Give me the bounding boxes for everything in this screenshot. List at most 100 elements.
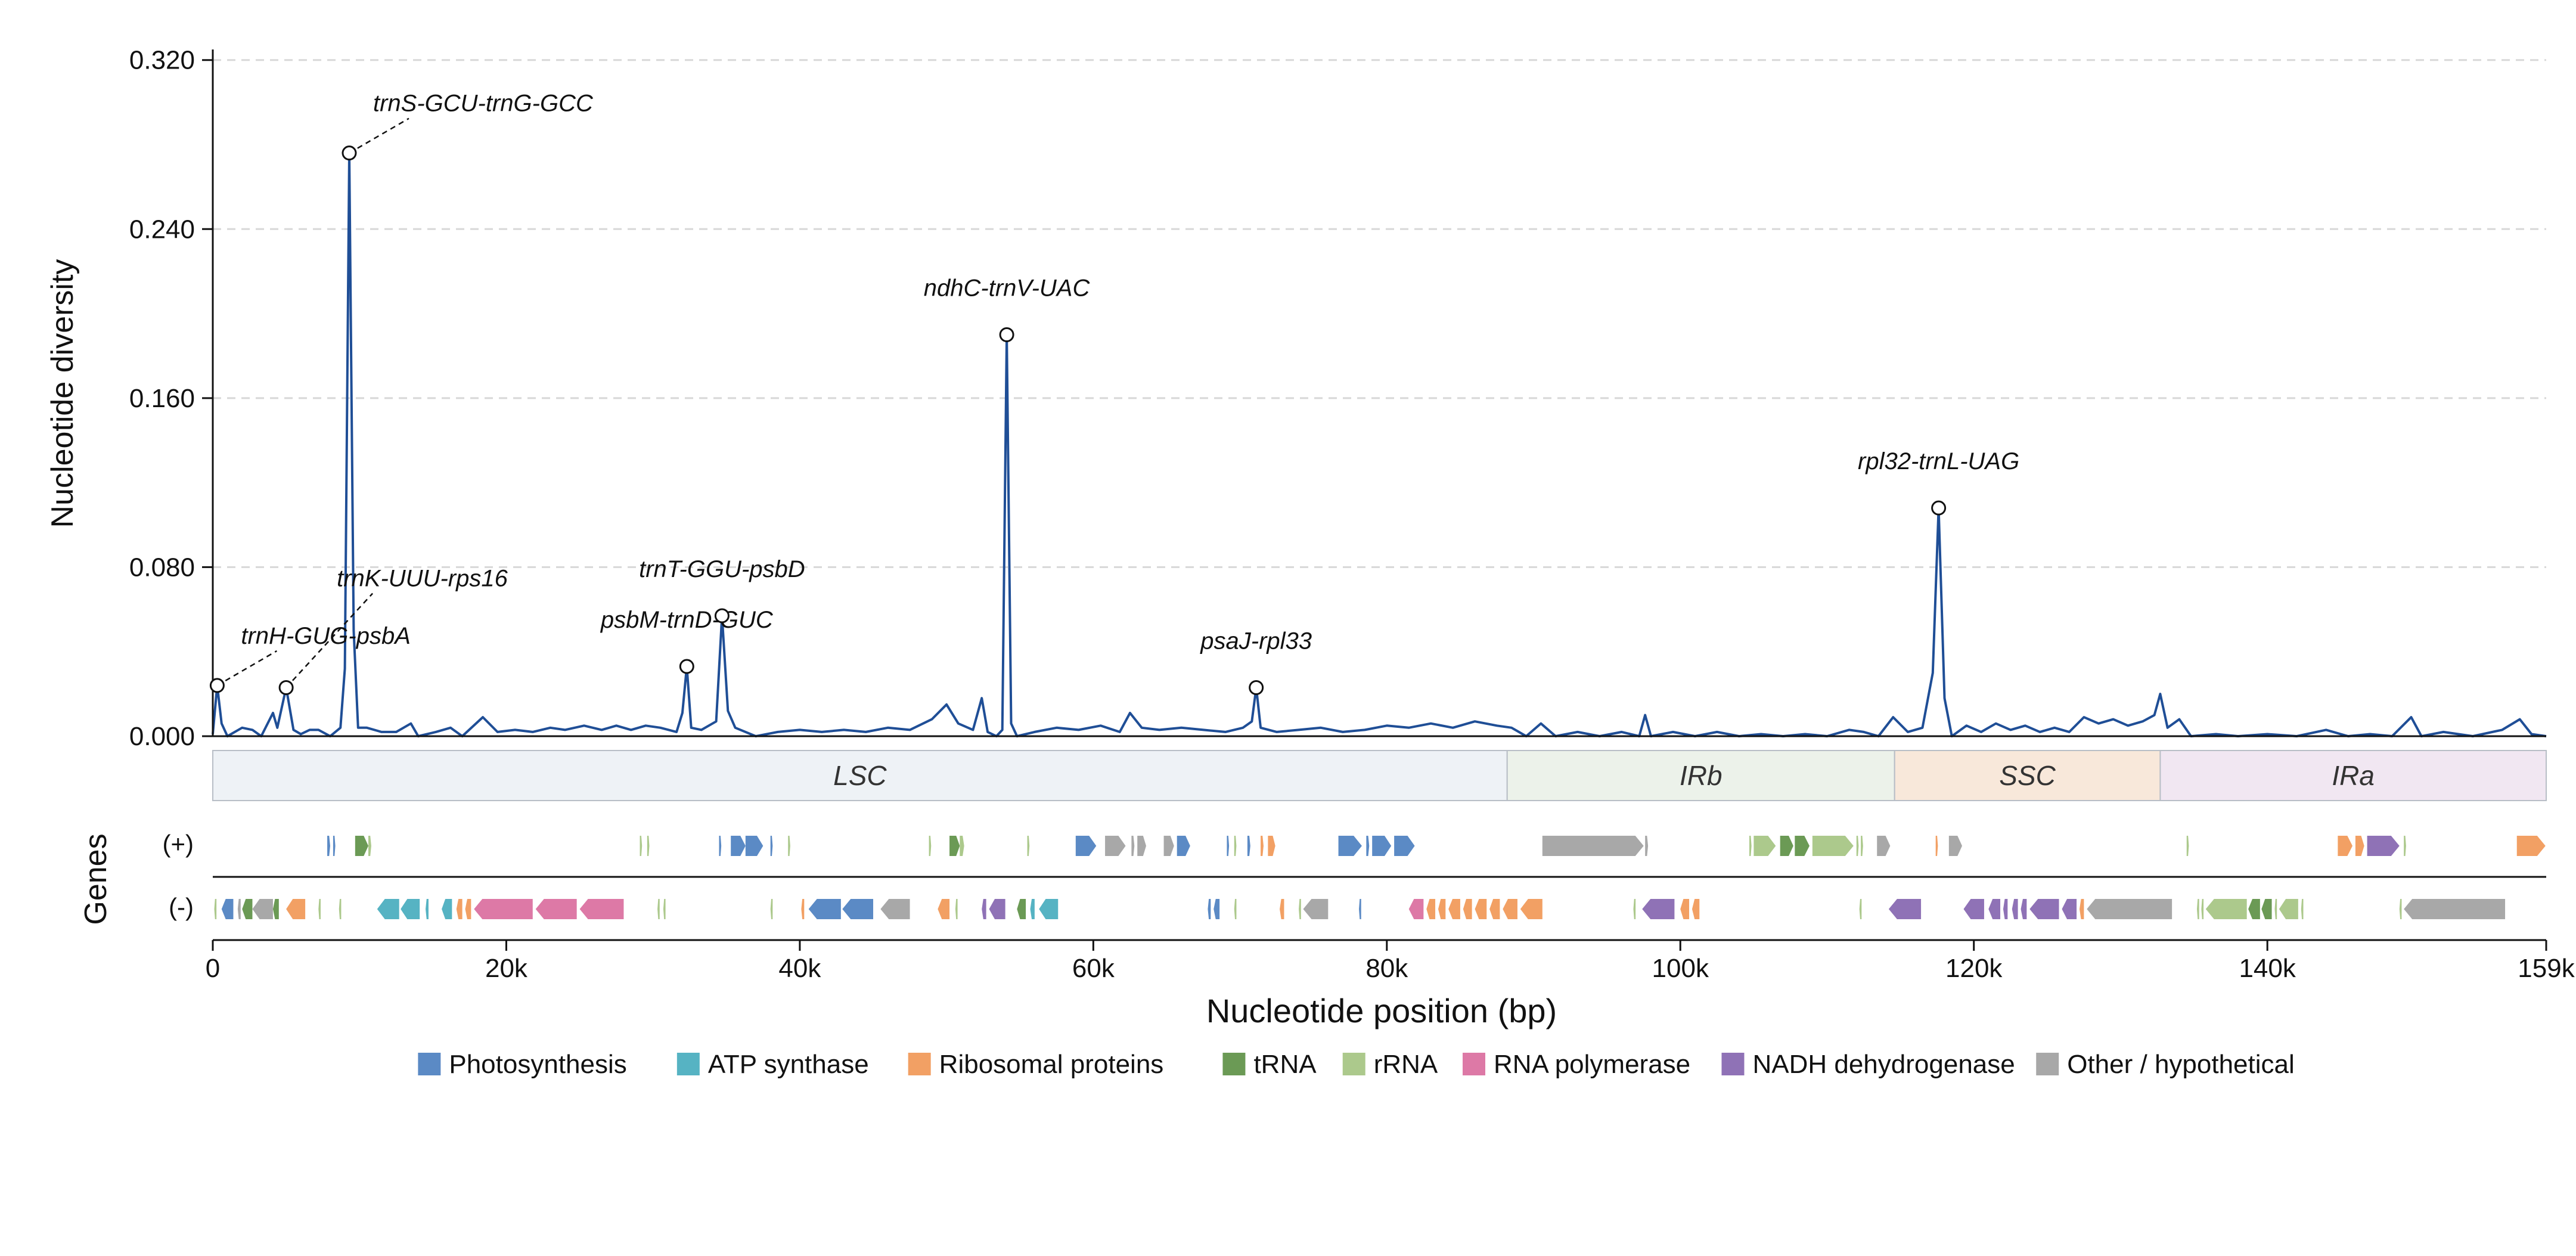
pi-series-line [212,151,2547,737]
gene-block [1105,836,1126,856]
legend-label: ATP synthase [708,1050,869,1079]
x-tick-label: 0 [206,954,220,983]
gene-block [1542,836,1644,856]
legend-swatch [1342,1053,1365,1075]
gene-block [880,899,910,919]
gene-block [1017,899,1026,919]
gene-block [2261,899,2272,919]
gene-block [1645,836,1649,856]
gene-block [535,899,577,919]
gene-block [2516,836,2546,856]
gene-block [1749,836,1752,856]
gene-block [286,899,306,919]
peak-label: trnS-GCU-trnG-GCC [373,91,594,117]
gene-block [1780,836,1793,856]
gene-block [1261,836,1264,856]
gene-block [1268,836,1275,856]
legend-label: Photosynthesis [449,1050,626,1079]
gene-block [1039,899,1059,919]
gene-block [1234,899,1237,919]
gene-block [1856,836,1859,856]
y-tick-label: 0.000 [129,722,195,751]
gene-block [808,899,841,919]
gene-block [2012,899,2018,919]
legend-label: tRNA [1253,1050,1317,1079]
gene-block [579,899,624,919]
strand-plus-label: (+) [163,830,194,858]
region-irb [1506,750,1895,801]
gene-block [2196,899,2199,919]
gene-block [1426,899,1436,919]
gene-block [663,899,666,919]
legend-swatch [676,1053,700,1075]
gene-block [2274,899,2277,919]
gene-block [1877,836,1891,856]
line-layer [212,151,2547,737]
gene-block [955,899,958,919]
annotation-layer: trnH-GUG-psbAtrnK-UUU-rps16trnS-GCU-trnG… [209,91,2019,695]
legend-swatch [908,1053,931,1075]
legend: Photosynthesis ATP synthase Ribosomal prot… [418,1050,2295,1079]
gene-block [2205,899,2247,919]
gene-block [1027,836,1030,856]
gene-block [1633,899,1636,919]
gene-block [2355,836,2364,856]
x-tick-label: 80k [1365,954,1408,983]
gene-block [2087,899,2172,919]
gene-block [2029,899,2059,919]
gene-track [213,836,2546,919]
y-tick-label: 0.160 [129,384,195,413]
y-tick-label: 0.080 [129,553,195,582]
y-tick-label: 0.240 [129,215,195,244]
gene-block [1299,899,1301,919]
gene-block [745,836,764,856]
gene-block [2301,899,2304,919]
gene-block [333,836,336,856]
gene-block [355,836,368,856]
gene-block [318,899,321,919]
gene-block [982,899,986,919]
gene-block [1448,899,1460,919]
gene-block [237,899,241,919]
gene-block [719,836,722,856]
gene-block [1988,899,2001,919]
gene-block [1859,899,1862,919]
gene-block [2404,836,2406,856]
gene-block [426,899,429,919]
gene-block [1503,899,1517,919]
region-lsc [212,750,1508,801]
leader-line [285,593,374,689]
gene-block [1137,836,1146,856]
gene-block [377,899,399,919]
gene-block [770,836,773,856]
gene-block [842,899,874,919]
peak-label: psbM-trnD-GUC [600,607,774,633]
gene-block [1812,836,1854,856]
region-ssc [1894,750,2161,801]
axis-layer: Nucleotide diversity Genes (+) (-) Nucle… [45,46,2575,1029]
gene-block [929,836,932,856]
gene-block [1372,836,1392,856]
gene-block [1795,836,1810,856]
x-tick-label: 60k [1072,954,1115,983]
region-label: IRa [2332,760,2375,791]
gene-block [938,899,950,919]
gene-block [1177,836,1190,856]
gene-block [2367,836,2400,856]
gene-block [368,836,371,856]
gene-block [1234,836,1237,856]
gene-block [1408,899,1424,919]
gene-block [1213,899,1220,919]
gene-block [1208,899,1211,919]
gene-block [1680,899,1690,919]
gene-block [2186,836,2189,856]
gene-block [252,899,273,919]
region-label: IRb [1680,760,1722,791]
strand-minus-label: (-) [169,893,194,921]
peak-marker [1249,680,1264,695]
gene-block [1359,899,1361,919]
gene-block [2201,899,2204,919]
legend-swatch [1721,1053,1745,1075]
gene-block [474,899,533,919]
gene-block [989,899,1005,919]
